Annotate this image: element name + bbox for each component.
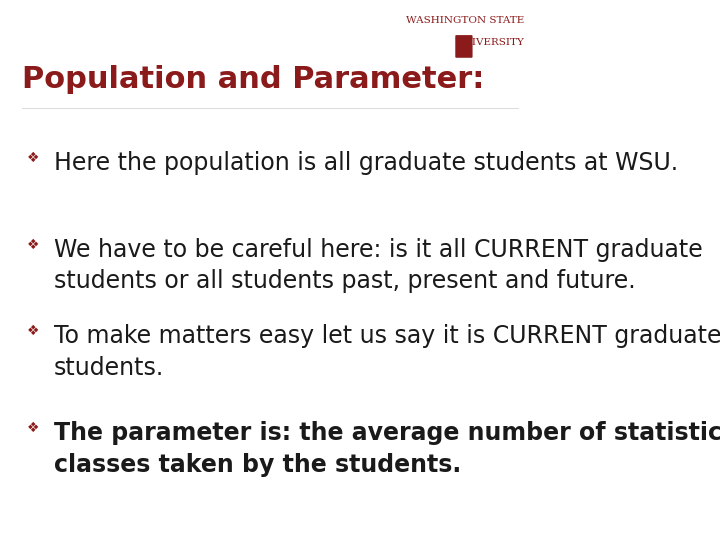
Text: Here the population is all graduate students at WSU.: Here the population is all graduate stud… <box>54 151 678 175</box>
Text: ❖: ❖ <box>27 324 40 338</box>
Text: Population and Parameter:: Population and Parameter: <box>22 65 484 94</box>
Text: We have to be careful here: is it all CURRENT graduate
students or all students : We have to be careful here: is it all CU… <box>54 238 703 293</box>
Text: The parameter is: the average number of statistics
classes taken by the students: The parameter is: the average number of … <box>54 421 720 477</box>
FancyBboxPatch shape <box>455 35 472 58</box>
Text: WASHINGTON STATE: WASHINGTON STATE <box>405 16 524 25</box>
Text: ❖: ❖ <box>27 421 40 435</box>
Text: W: W <box>459 42 469 51</box>
Text: UNIVERSITY: UNIVERSITY <box>454 38 524 47</box>
Text: ❖: ❖ <box>27 151 40 165</box>
Text: To make matters easy let us say it is CURRENT graduate
students.: To make matters easy let us say it is CU… <box>54 324 720 380</box>
Text: ❖: ❖ <box>27 238 40 252</box>
